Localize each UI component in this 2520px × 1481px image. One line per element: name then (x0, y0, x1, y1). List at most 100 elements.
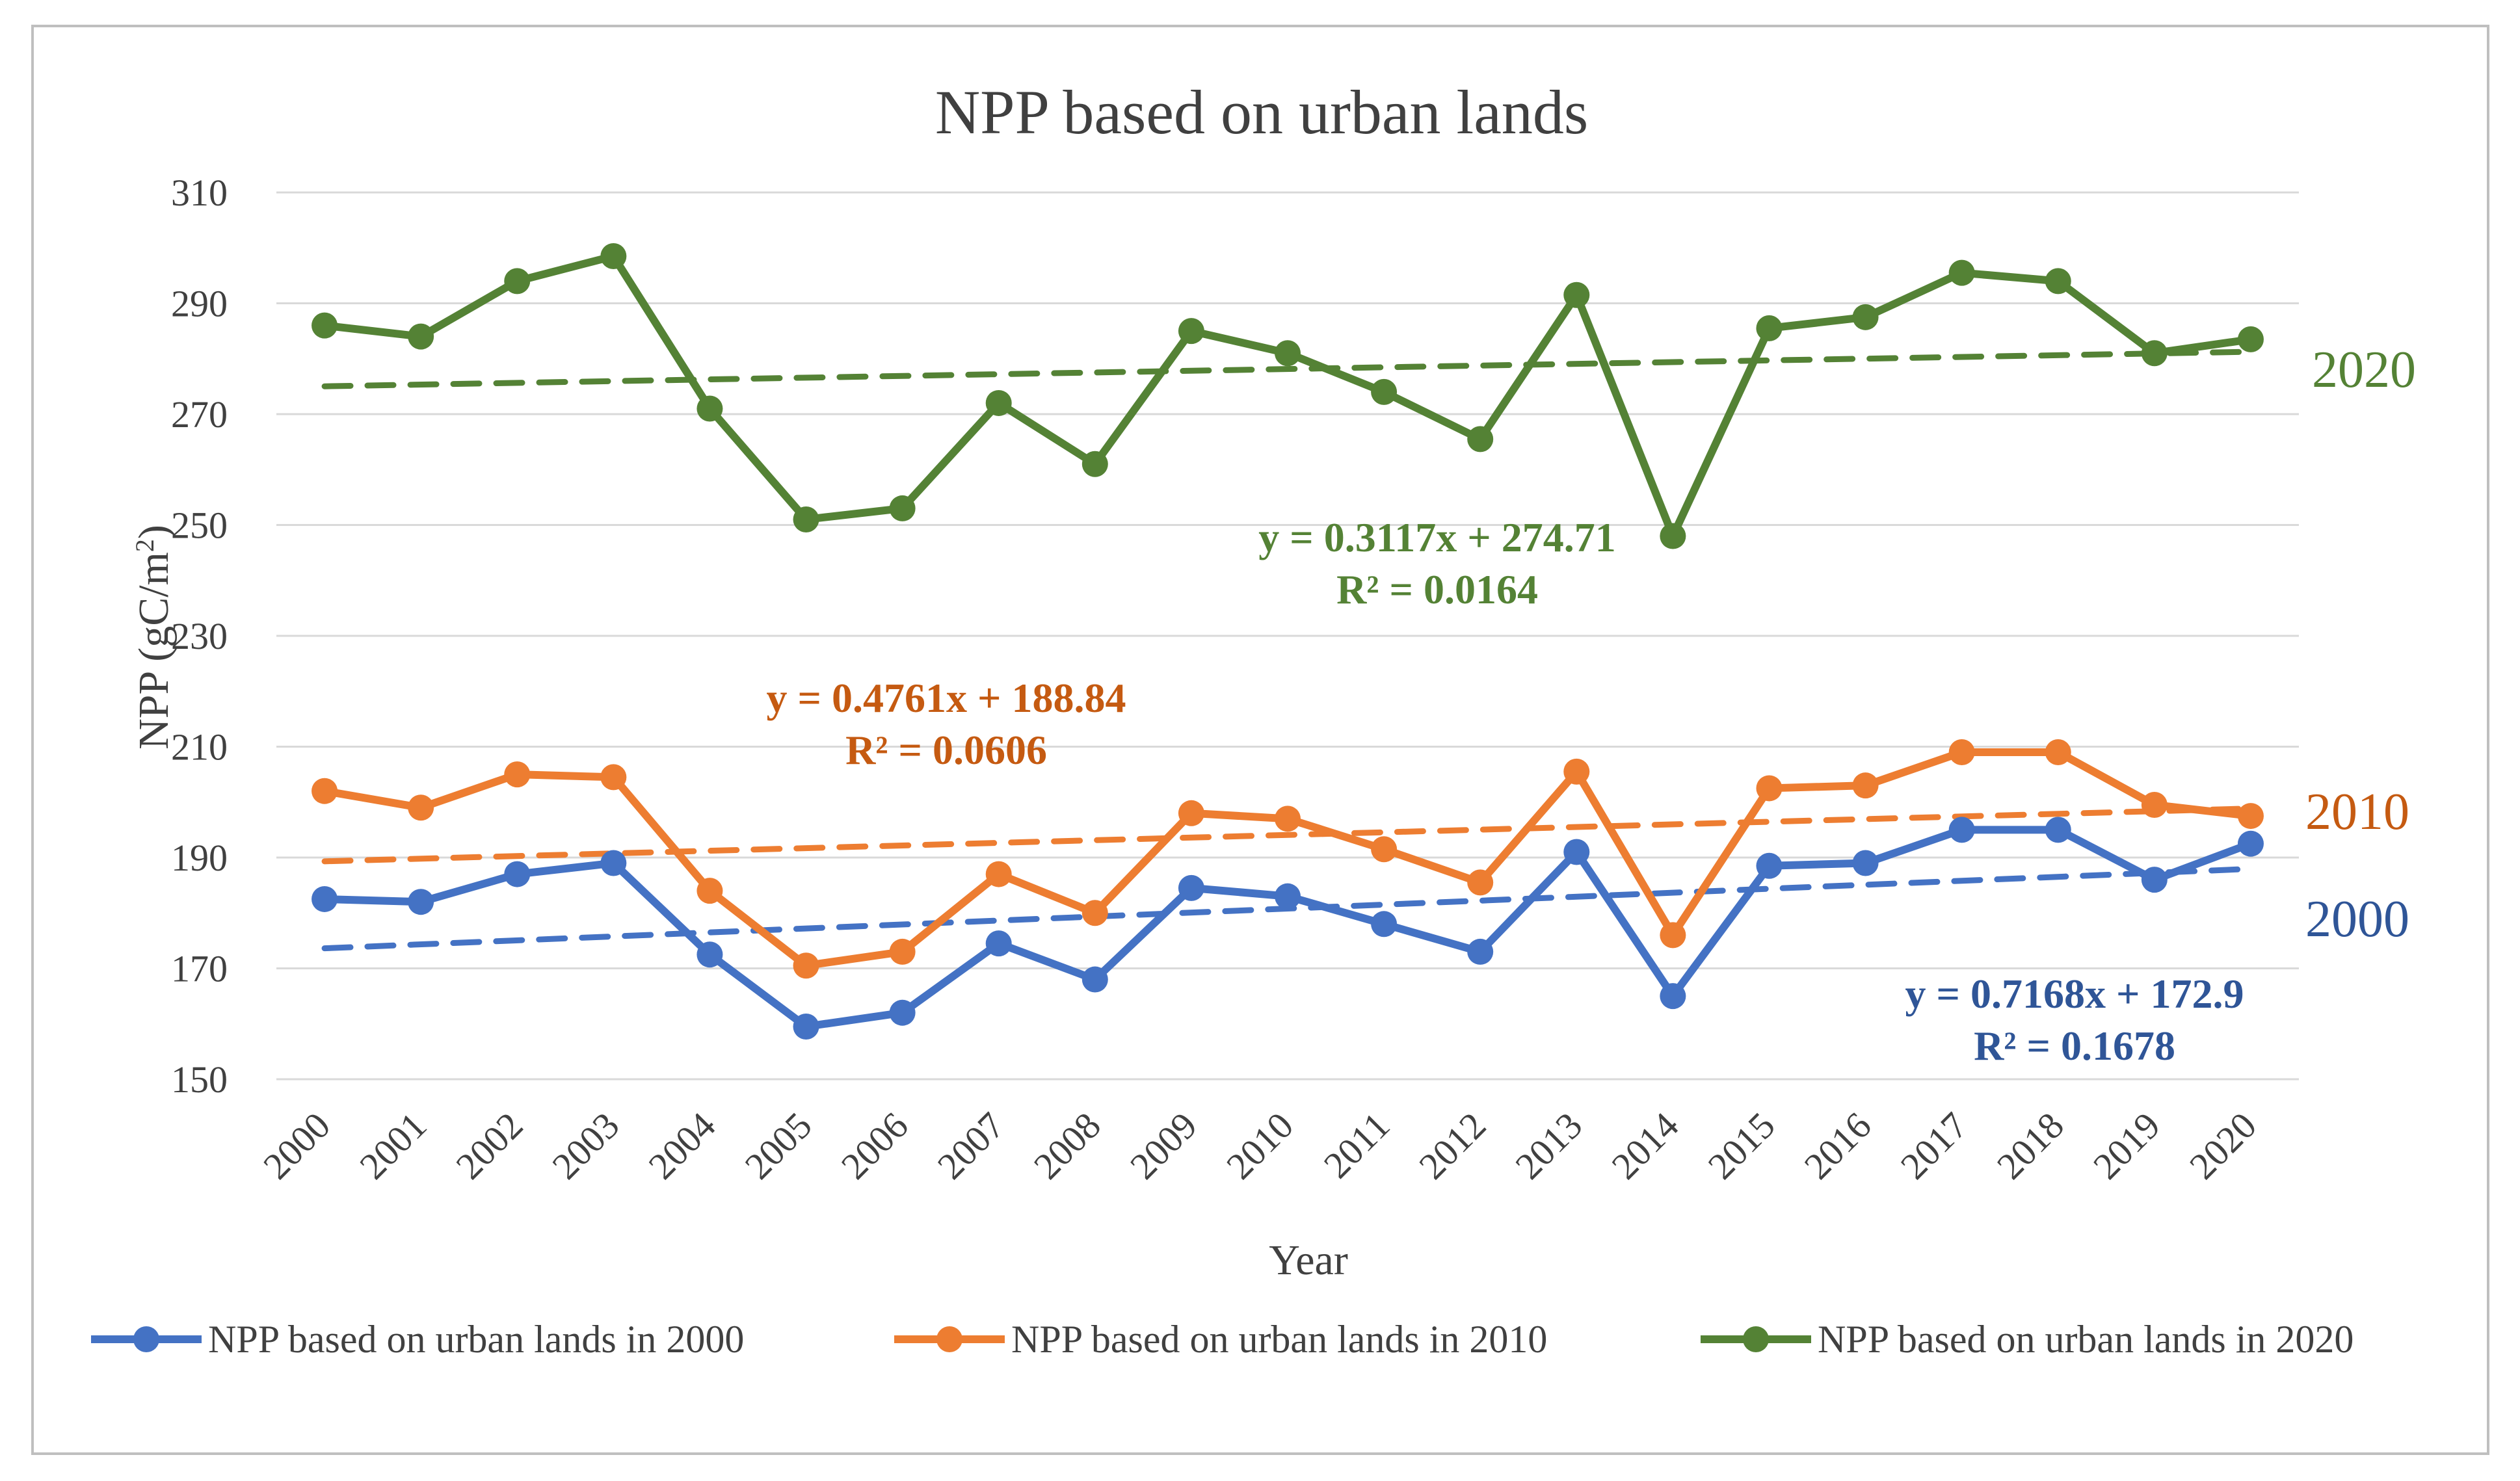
data-point-2010 (1275, 806, 1301, 832)
data-point-2000 (504, 861, 531, 887)
y-tick-label: 290 (171, 283, 228, 325)
legend-item-2020: NPP based on urban lands in 2020 (1701, 1318, 2354, 1361)
x-tick-label: 2008 (1026, 1104, 1109, 1187)
series-line-2020 (324, 252, 2251, 540)
legend-label: NPP based on urban lands in 2010 (1011, 1318, 1547, 1361)
data-point-2020 (1081, 451, 1108, 477)
trendline-2010 (321, 806, 2254, 865)
data-point-2020 (1467, 426, 1494, 452)
y-tick-label: 210 (171, 726, 228, 768)
chart-frame (31, 25, 2489, 1455)
data-point-2010 (312, 778, 338, 804)
data-point-2020 (696, 395, 723, 422)
x-tick-label: 2001 (351, 1104, 434, 1187)
data-point-2000 (1948, 817, 1975, 843)
trend-equation-2020: y = 0.3117x + 274.71 (1258, 514, 1615, 560)
data-point-2020 (408, 323, 434, 350)
data-point-2010 (2141, 792, 2168, 819)
data-point-2010 (1852, 772, 1879, 799)
x-axis-title: Year (1269, 1237, 1348, 1284)
y-tick-label: 170 (171, 948, 228, 990)
legend: NPP based on urban lands in 2000 NPP base… (91, 1318, 2354, 1361)
data-point-2010 (1660, 922, 1686, 949)
x-tick-label: 2002 (447, 1104, 531, 1187)
series-lines (312, 243, 2264, 1040)
data-point-2000 (408, 889, 434, 915)
trend-r2-2010: R² = 0.0606 (845, 727, 1047, 773)
data-point-2000 (1371, 911, 1398, 937)
y-tick-label: 150 (171, 1058, 228, 1101)
x-tick-label: 2000 (255, 1104, 338, 1187)
x-tick-label: 2014 (1604, 1104, 1687, 1187)
data-point-2010 (696, 878, 723, 904)
annotations: y = 0.7168x + 172.9 R² = 0.1678 2000 y = 0.… (767, 341, 2416, 1069)
gridlines (276, 191, 2299, 1081)
chart-title: NPP based on urban lands (935, 77, 1588, 147)
y-tick-label: 250 (171, 505, 228, 547)
data-point-2010 (1371, 836, 1398, 863)
x-tick-label: 2012 (1411, 1104, 1494, 1187)
data-point-2010 (985, 861, 1012, 887)
x-tick-label: 2017 (1892, 1104, 1976, 1187)
data-point-2020 (1756, 315, 1783, 341)
data-point-2010 (2045, 739, 2071, 766)
data-point-2010 (1467, 869, 1494, 896)
y-axis-title: NPP (gC/m2) (130, 525, 178, 750)
data-point-2000 (793, 1014, 819, 1040)
data-point-2000 (600, 850, 627, 876)
data-point-2020 (1948, 259, 1975, 286)
data-point-2010 (1178, 800, 1204, 826)
data-point-2000 (2141, 867, 2168, 893)
data-point-2000 (1563, 839, 1590, 865)
x-tick-label: 2016 (1796, 1104, 1879, 1187)
data-point-2010 (1563, 758, 1590, 785)
legend-swatch-marker (1743, 1326, 1769, 1352)
data-point-2020 (312, 312, 338, 339)
data-point-2000 (696, 941, 723, 968)
data-point-2000 (1756, 852, 1783, 879)
data-point-2020 (2141, 340, 2168, 367)
data-point-2010 (1081, 900, 1108, 926)
x-tick-label: 2009 (1122, 1104, 1205, 1187)
data-point-2020 (1371, 378, 1398, 405)
x-tick-label: 2011 (1316, 1104, 1398, 1186)
data-point-2020 (1563, 282, 1590, 308)
data-point-2020 (504, 268, 531, 295)
data-point-2010 (504, 761, 531, 788)
legend-swatch-marker (936, 1326, 962, 1352)
data-point-2010 (2237, 803, 2264, 830)
y-tick-label: 310 (171, 172, 228, 214)
series-end-label-2000: 2000 (2305, 891, 2409, 948)
y-axis-title-close: ) (130, 525, 178, 539)
trend-r2-2020: R² = 0.0164 (1336, 566, 1538, 612)
x-tick-label: 2020 (2181, 1104, 2264, 1187)
x-tick-label: 2006 (833, 1104, 916, 1187)
legend-label: NPP based on urban lands in 2020 (1818, 1318, 2354, 1361)
data-point-2020 (985, 389, 1012, 416)
legend-item-2010: NPP based on urban lands in 2010 (894, 1318, 1547, 1361)
x-tick-label: 2007 (929, 1104, 1013, 1187)
data-point-2000 (985, 930, 1012, 957)
y-axis-title-main: NPP (gC/m (130, 552, 178, 750)
data-point-2000 (2237, 830, 2264, 857)
data-point-2020 (1852, 304, 1879, 330)
x-tick-label: 2004 (641, 1104, 724, 1187)
x-tick-label: 2018 (1989, 1104, 2072, 1187)
trend-equation-2000: y = 0.7168x + 172.9 (1905, 971, 2244, 1017)
trendline-2020 (321, 348, 2254, 389)
data-point-2000 (1852, 850, 1879, 876)
data-point-2020 (2045, 268, 2071, 295)
data-point-2000 (1660, 983, 1686, 1010)
trend-r2-2000: R² = 0.1678 (1974, 1023, 2175, 1069)
x-tick-label: 2015 (1700, 1104, 1783, 1187)
y-axis-title-superscript: 2 (130, 539, 159, 552)
data-point-2010 (1948, 739, 1975, 766)
data-point-2010 (1756, 775, 1783, 802)
data-point-2000 (889, 999, 916, 1026)
data-point-2010 (889, 938, 916, 965)
x-tick-label: 2010 (1218, 1104, 1301, 1187)
y-tick-label: 190 (171, 837, 228, 879)
data-point-2020 (1660, 523, 1686, 549)
